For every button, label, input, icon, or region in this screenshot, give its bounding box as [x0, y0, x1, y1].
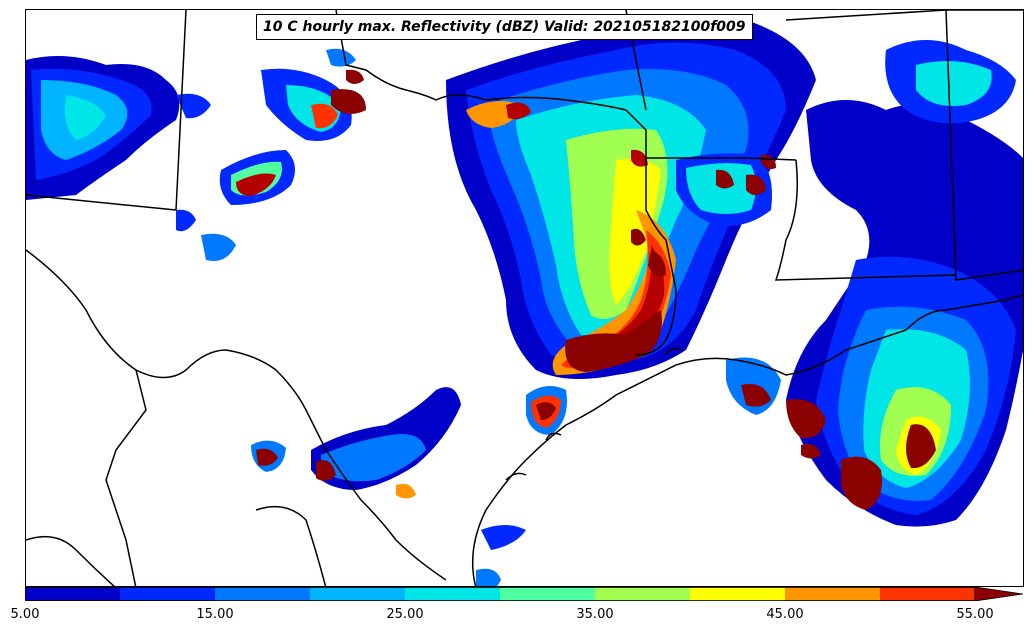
- storm-complex-central: [446, 17, 816, 435]
- tennessee-border: [785, 10, 1023, 21]
- mexico-state-border-2: [26, 535, 115, 586]
- map-title: 10 C hourly max. Reflectivity (dBZ) Vali…: [256, 14, 753, 40]
- storm-cluster-louisiana: [726, 40, 1023, 527]
- boundaries: [26, 10, 1023, 586]
- colorbar-segment: [690, 587, 786, 601]
- coast-detail: [505, 347, 682, 481]
- mississippi-border: [945, 10, 1023, 281]
- texas-north-border: [335, 10, 677, 356]
- storm-cluster-panhandle: [219, 48, 366, 205]
- colorbar: [25, 587, 1024, 601]
- colorbar-segment: [215, 587, 311, 601]
- colorbar-tick-label: 15.00: [196, 607, 234, 622]
- colorbar-segment: [405, 587, 501, 601]
- mexico-state-border-3: [255, 505, 327, 586]
- storm-cluster-northwest: [26, 56, 236, 261]
- mexico-state-border: [105, 369, 147, 586]
- colorbar-segment: [785, 587, 881, 601]
- storm-cluster-southtexas: [251, 387, 526, 586]
- colorbar-segment: [500, 587, 596, 601]
- colorbar-segment: [310, 587, 406, 601]
- colorbar-segment: [595, 587, 691, 601]
- rio-grande: [26, 249, 447, 581]
- gulf-coastline: [471, 294, 1023, 586]
- colorbar-tick-label: 55.00: [956, 607, 994, 622]
- colorbar-segment: [120, 587, 216, 601]
- reflectivity-map: [26, 10, 1023, 586]
- colorbar-overflow-triangle: [974, 587, 1024, 601]
- colorbar-tick-label: 5.00: [10, 607, 40, 622]
- storm-cluster-arkansas: [676, 153, 776, 226]
- colorbar-segment: [880, 587, 976, 601]
- arkansas-south-border: [646, 157, 797, 161]
- colorbar-tick-label: 35.00: [576, 607, 614, 622]
- colorbar-outline: [25, 587, 976, 601]
- colorbar-tick-label: 25.00: [386, 607, 424, 622]
- colorbar-tick-label: 45.00: [766, 607, 804, 622]
- colorbar-segment: [25, 587, 121, 601]
- louisiana-north-border: [774, 159, 957, 281]
- colorado-nm-border: [26, 10, 187, 211]
- map-panel: [25, 9, 1024, 587]
